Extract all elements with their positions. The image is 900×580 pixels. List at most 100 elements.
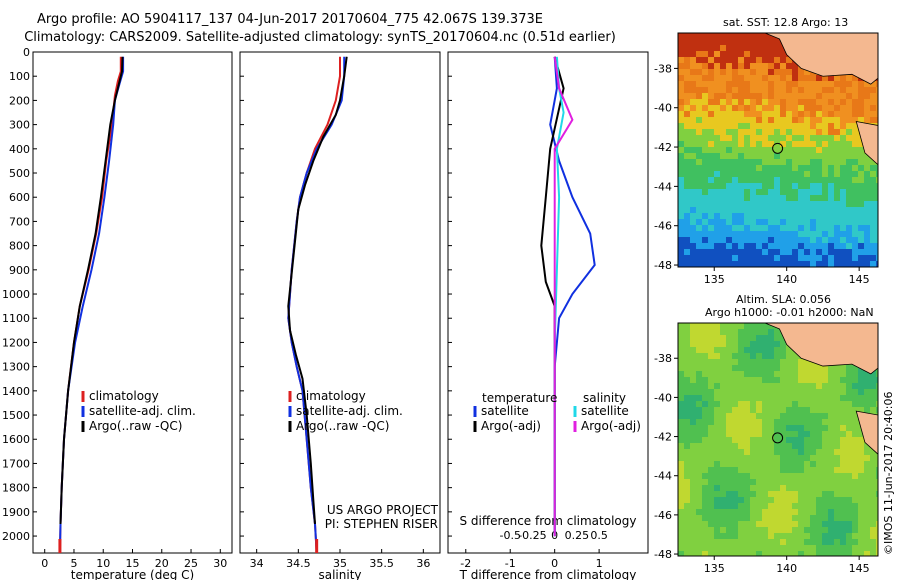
- map-cell: [726, 515, 732, 521]
- map-cell: [690, 33, 696, 39]
- map-cell: [810, 521, 816, 527]
- map-cell: [708, 455, 714, 461]
- map-cell: [786, 497, 792, 503]
- map-cell: [822, 437, 828, 443]
- map-cell: [792, 389, 798, 395]
- map-cell: [690, 467, 696, 473]
- map-cell: [762, 509, 768, 515]
- map-cell: [780, 431, 786, 437]
- map-cell: [684, 509, 690, 515]
- map-cell: [834, 111, 840, 117]
- map-cell: [696, 141, 702, 147]
- map-cell: [726, 383, 732, 389]
- map-cell: [744, 341, 750, 347]
- legend-label: satellite-adj. clim.: [296, 404, 403, 418]
- map-cell: [780, 377, 786, 383]
- map-cell: [726, 231, 732, 237]
- map-cell: [786, 63, 792, 69]
- map-cell: [738, 473, 744, 479]
- map-cell: [756, 87, 762, 93]
- map-cell: [678, 527, 684, 533]
- map-cell: [864, 165, 870, 171]
- map-cell: [708, 437, 714, 443]
- map-cell: [870, 195, 876, 201]
- map-cell: [684, 171, 690, 177]
- map-cell: [696, 503, 702, 509]
- map-cell: [732, 117, 738, 123]
- map-cell: [756, 165, 762, 171]
- map-cell: [726, 401, 732, 407]
- map-cell: [738, 195, 744, 201]
- map-cell: [756, 413, 762, 419]
- map-cell: [792, 467, 798, 473]
- map-cell: [774, 237, 780, 243]
- map-cell: [702, 123, 708, 129]
- map-cell: [750, 99, 756, 105]
- map-cell: [804, 207, 810, 213]
- map-cell: [792, 461, 798, 467]
- map-cell: [810, 449, 816, 455]
- map-cell: [786, 87, 792, 93]
- map-cell: [858, 515, 864, 521]
- map-cell: [708, 371, 714, 377]
- map-cell: [720, 515, 726, 521]
- lon-tick-label: 135: [704, 562, 725, 575]
- map-cell: [864, 371, 870, 377]
- map-cell: [696, 69, 702, 75]
- map-cell: [726, 237, 732, 243]
- map-cell: [678, 141, 684, 147]
- map-cell: [852, 371, 858, 377]
- map-cell: [744, 135, 750, 141]
- map-cell: [732, 497, 738, 503]
- map-cell: [756, 503, 762, 509]
- sst-map-title: sat. SST: 12.8 Argo: 13: [723, 16, 849, 29]
- map-cell: [786, 141, 792, 147]
- map-cell: [750, 473, 756, 479]
- map-cell: [840, 129, 846, 135]
- map-cell: [816, 153, 822, 159]
- map-cell: [822, 81, 828, 87]
- map-cell: [762, 497, 768, 503]
- map-cell: [744, 141, 750, 147]
- map-cell: [696, 353, 702, 359]
- map-cell: [774, 207, 780, 213]
- map-cell: [846, 111, 852, 117]
- map-cell: [822, 93, 828, 99]
- map-cell: [846, 183, 852, 189]
- map-cell: [684, 551, 690, 556]
- map-cell: [702, 461, 708, 467]
- map-cell: [708, 503, 714, 509]
- map-cell: [792, 201, 798, 207]
- map-cell: [684, 207, 690, 213]
- map-cell: [774, 449, 780, 455]
- map-cell: [678, 57, 684, 63]
- top-x-tick-label: 0.5: [590, 529, 608, 542]
- map-cell: [726, 51, 732, 57]
- map-cell: [678, 201, 684, 207]
- map-cell: [690, 105, 696, 111]
- map-cell: [714, 545, 720, 551]
- map-cell: [702, 539, 708, 545]
- map-cell: [678, 491, 684, 497]
- map-cell: [870, 165, 876, 171]
- map-cell: [804, 231, 810, 237]
- map-cell: [756, 347, 762, 353]
- map-cell: [768, 93, 774, 99]
- map-cell: [846, 521, 852, 527]
- map-cell: [828, 431, 834, 437]
- map-cell: [690, 335, 696, 341]
- series-line-satellite: [553, 56, 565, 537]
- map-cell: [786, 515, 792, 521]
- map-cell: [774, 461, 780, 467]
- map-cell: [870, 497, 876, 503]
- map-cell: [780, 201, 786, 207]
- map-cell: [792, 491, 798, 497]
- map-cell: [756, 81, 762, 87]
- map-cell: [762, 491, 768, 497]
- legend-label: satellite: [481, 404, 529, 418]
- map-cell: [876, 545, 878, 551]
- map-cell: [822, 177, 828, 183]
- map-cell: [684, 323, 690, 329]
- map-cell: [774, 141, 780, 147]
- map-cell: [738, 551, 744, 556]
